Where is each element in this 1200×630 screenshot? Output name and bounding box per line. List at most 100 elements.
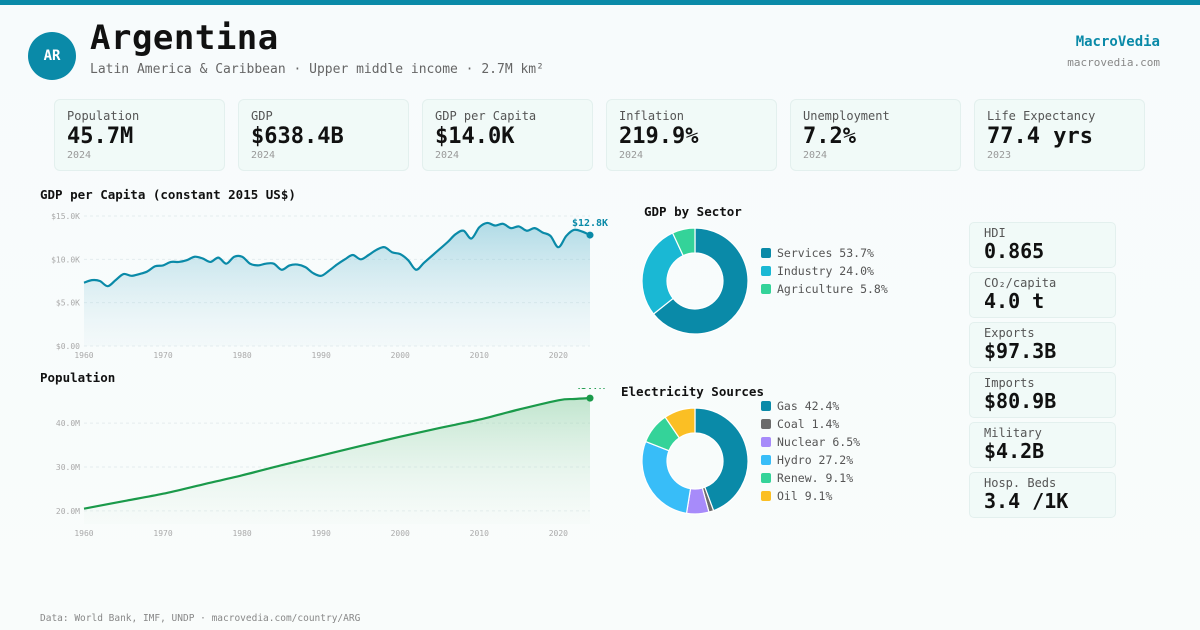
electricity-sources-donut: [641, 407, 749, 515]
kpi-card-gdp-per-capita: GDP per Capita $14.0K 2024: [422, 99, 593, 171]
electricity-sources-title: Electricity Sources: [621, 384, 764, 399]
country-code-avatar: AR: [28, 32, 76, 80]
donut-slice: [664, 407, 696, 439]
donut-slice: [671, 227, 696, 257]
kpi-value: 219.9%: [619, 124, 699, 149]
x-tick-label: 1990: [312, 529, 331, 538]
x-tick-label: 2010: [470, 529, 489, 538]
end-value-label: $12.8K: [572, 218, 608, 229]
kpi-label: GDP per Capita: [435, 109, 537, 123]
x-tick-label: 1980: [232, 529, 251, 538]
kpi-label: Life Expectancy: [987, 109, 1096, 123]
kpi-value: 7.2%: [803, 124, 856, 149]
x-tick-label: 1980: [232, 351, 251, 360]
gdp-per-capita-chart: $0.00 $5.0K $10.0K $15.0K 1960 1970 1980 1990 20…: [51, 212, 608, 360]
kpi-year: 2023: [987, 150, 1012, 161]
data-source-footer: Data: World Bank, IMF, UNDP · macrovedia…: [40, 613, 361, 624]
y-tick-label: 30.0M: [56, 463, 80, 472]
gdp-by-sector-title: GDP by Sector: [644, 204, 742, 219]
area-fill: [84, 398, 590, 524]
legend-item: Renew. 9.1%: [761, 469, 860, 487]
y-tick-label: $10.0K: [51, 255, 80, 264]
kpi-value: 77.4 yrs: [987, 124, 1093, 149]
kpi-card-inflation: Inflation 219.9% 2024: [606, 99, 777, 171]
kpi-label: Population: [67, 109, 140, 123]
stat-label: CO₂/capita: [984, 276, 1057, 290]
electricity-sources-legend: Gas 42.4% Coal 1.4% Nuclear 6.5% Hydro 2…: [761, 397, 860, 505]
page-title: Argentina: [90, 18, 279, 58]
top-accent-bar: [0, 0, 1200, 5]
x-tick-label: 2020: [549, 529, 568, 538]
kpi-card-unemployment: Unemployment 7.2% 2024: [790, 99, 961, 171]
stat-card-exports: Exports $97.3B: [969, 322, 1116, 368]
gdp-by-sector-legend: Services 53.7% Industry 24.0% Agricultur…: [761, 244, 888, 298]
stat-card-hospital-beds: Hosp. Beds 3.4 /1K: [969, 472, 1116, 518]
x-tick-label: 1990: [312, 351, 331, 360]
kpi-year: 2024: [67, 150, 92, 161]
x-tick-label: 2020: [549, 351, 568, 360]
stat-value: $80.9B: [984, 389, 1057, 413]
kpi-card-gdp: GDP $638.4B 2024: [238, 99, 409, 171]
page-subtitle: Latin America & Caribbean · Upper middle…: [90, 62, 544, 77]
brand-name[interactable]: MacroVedia: [1075, 34, 1160, 50]
end-point: [586, 394, 594, 402]
stat-label: HDI: [984, 226, 1006, 240]
kpi-card-population: Population 45.7M 2024: [54, 99, 225, 171]
stat-card-military: Military $4.2B: [969, 422, 1116, 468]
y-tick-label: $0.00: [56, 342, 80, 351]
kpi-label: Unemployment: [803, 109, 890, 123]
stat-value: 3.4 /1K: [984, 489, 1069, 513]
stat-card-hdi: HDI 0.865: [969, 222, 1116, 268]
series-line: [83, 221, 591, 288]
kpi-value: 45.7M: [67, 124, 134, 149]
population-chart: 20.0M 30.0M 40.0M 1960 1970 1980 1990 2000 2010 2…: [56, 388, 605, 538]
legend-item: Hydro 27.2%: [761, 451, 860, 469]
brand-url[interactable]: macrovedia.com: [1067, 56, 1160, 69]
kpi-label: GDP: [251, 109, 273, 123]
kpi-year: 2024: [803, 150, 828, 161]
stat-label: Hosp. Beds: [984, 476, 1057, 490]
y-tick-label: 40.0M: [56, 419, 80, 428]
y-tick-label: $15.0K: [51, 212, 80, 221]
stat-value: $4.2B: [984, 439, 1045, 463]
end-value-label: 45.7M: [575, 388, 605, 392]
y-tick-label: 20.0M: [56, 507, 80, 516]
kpi-year: 2024: [619, 150, 644, 161]
stat-card-co2: CO₂/capita 4.0 t: [969, 272, 1116, 318]
kpi-year: 2024: [435, 150, 460, 161]
gdp-by-sector-donut: [641, 227, 749, 335]
x-tick-label: 2000: [391, 351, 410, 360]
gdp-per-capita-chart-title: GDP per Capita (constant 2015 US$): [40, 187, 296, 202]
legend-item: Coal 1.4%: [761, 415, 860, 433]
area-fill: [84, 222, 590, 346]
stat-value: $97.3B: [984, 339, 1057, 363]
kpi-value: $14.0K: [435, 124, 515, 149]
end-point: [586, 231, 594, 239]
legend-item: Industry 24.0%: [761, 262, 888, 280]
kpi-label: Inflation: [619, 109, 685, 123]
x-tick-label: 1970: [153, 529, 172, 538]
kpi-value: $638.4B: [251, 124, 344, 149]
series-line: [83, 396, 591, 510]
stat-label: Military: [984, 426, 1042, 440]
stat-label: Imports: [984, 376, 1035, 390]
legend-item: Oil 9.1%: [761, 487, 860, 505]
kpi-year: 2024: [251, 150, 276, 161]
y-tick-label: $5.0K: [56, 299, 80, 308]
stat-label: Exports: [984, 326, 1035, 340]
x-tick-label: 2010: [470, 351, 489, 360]
x-tick-label: 1960: [74, 529, 93, 538]
x-tick-label: 2000: [391, 529, 410, 538]
x-tick-label: 1970: [153, 351, 172, 360]
population-chart-title: Population: [40, 370, 116, 385]
legend-item: Nuclear 6.5%: [761, 433, 860, 451]
kpi-card-life-expectancy: Life Expectancy 77.4 yrs 2023: [974, 99, 1145, 171]
donut-slice: [652, 227, 749, 335]
stat-value: 0.865: [984, 239, 1045, 263]
donut-slice: [641, 440, 692, 515]
stat-value: 4.0 t: [984, 289, 1045, 313]
legend-item: Services 53.7%: [761, 244, 888, 262]
donut-slice: [694, 407, 749, 512]
legend-item: Gas 42.4%: [761, 397, 860, 415]
legend-item: Agriculture 5.8%: [761, 280, 888, 298]
